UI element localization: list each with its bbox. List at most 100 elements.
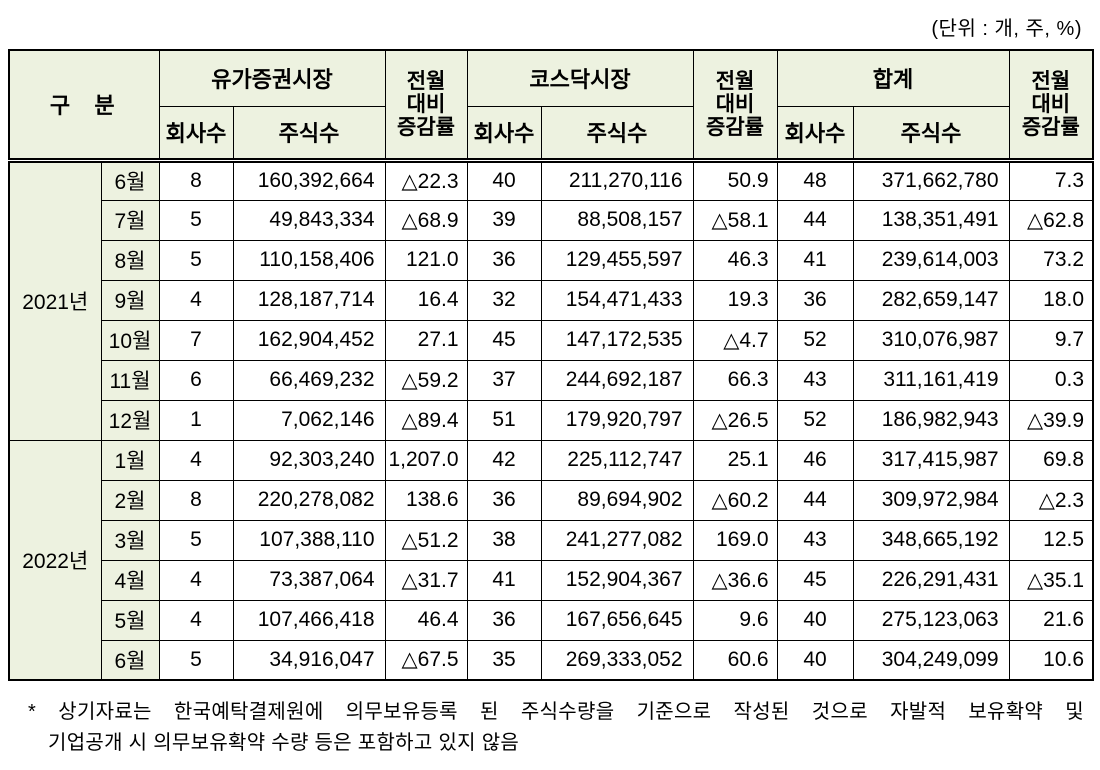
company-count-cell: 35 [466, 639, 542, 681]
share-count-cell: 167,656,645 [540, 599, 694, 641]
share-count-cell: 304,249,099 [852, 639, 1010, 681]
company-count-cell: 36 [776, 279, 854, 321]
mom-rate-cell: 121.0 [384, 239, 468, 281]
header-kospi-market: 유가증권시장 [158, 49, 386, 107]
mom-rate-cell: 10.6 [1008, 639, 1094, 681]
mom-rate-cell: △35.1 [1008, 559, 1094, 601]
month-cell: 11월 [100, 359, 160, 401]
header-company-count-total: 회사수 [776, 105, 854, 163]
share-count-cell: 317,415,987 [852, 439, 1010, 481]
month-cell: 3월 [100, 519, 160, 561]
company-count-cell: 45 [776, 559, 854, 601]
header-mom-rate-kosdaq: 전월 대비 증감률 [692, 49, 778, 163]
mom-rate-cell: 73.2 [1008, 239, 1094, 281]
company-count-cell: 48 [776, 159, 854, 201]
table-row: 3월 5 107,388,110 △51.2 38 241,277,082 169.0 43 3… [9, 519, 1094, 561]
share-count-cell: 179,920,797 [540, 399, 694, 441]
share-count-cell: 269,333,052 [540, 639, 694, 681]
month-cell: 6월 [100, 159, 160, 201]
mom-rate-cell: 18.0 [1008, 279, 1094, 321]
header-company-count-kosdaq: 회사수 [466, 105, 542, 163]
share-count-cell: 107,388,110 [232, 519, 386, 561]
header-mom-rate-total: 전월 대비 증감률 [1008, 49, 1094, 163]
table-row: 7월 5 49,843,334 △68.9 39 88,508,157 △58.1 44 138… [9, 199, 1094, 241]
mom-rate-cell: △89.4 [384, 399, 468, 441]
mom-rate-cell: 1,207.0 [384, 439, 468, 481]
table-header: 구 분 유가증권시장 전월 대비 증감률 코스닥시장 전월 대비 증감률 합계 … [8, 49, 1094, 163]
company-count-cell: 4 [158, 559, 234, 601]
company-count-cell: 5 [158, 639, 234, 681]
table-row: 8월 5 110,158,406 121.0 36 129,455,597 46.3 41 23… [9, 239, 1094, 281]
mom-rate-cell: 9.6 [692, 599, 778, 641]
table-row: 4월 4 73,387,064 △31.7 41 152,904,367 △36.6 45 22… [9, 559, 1094, 601]
header-company-count-kospi: 회사수 [158, 105, 234, 163]
table-row: 2월 8 220,278,082 138.6 36 89,694,902 △60.2 44 30… [9, 479, 1094, 521]
mom-rate-cell: △39.9 [1008, 399, 1094, 441]
mom-rate-cell: 69.8 [1008, 439, 1094, 481]
share-count-cell: 73,387,064 [232, 559, 386, 601]
share-count-cell: 89,694,902 [540, 479, 694, 521]
share-count-cell: 282,659,147 [852, 279, 1010, 321]
month-cell: 8월 [100, 239, 160, 281]
share-count-cell: 110,158,406 [232, 239, 386, 281]
company-count-cell: 45 [466, 319, 542, 361]
company-count-cell: 4 [158, 599, 234, 641]
mom-rate-cell: △22.3 [384, 159, 468, 201]
month-cell: 6월 [100, 639, 160, 681]
share-count-cell: 92,303,240 [232, 439, 386, 481]
footnote-line-2: 기업공개 시 의무보유확약 수량 등은 포함하고 있지 않음 [48, 732, 520, 754]
company-count-cell: 46 [776, 439, 854, 481]
share-count-cell: 241,277,082 [540, 519, 694, 561]
company-count-cell: 38 [466, 519, 542, 561]
company-count-cell: 5 [158, 199, 234, 241]
header-kosdaq-market: 코스닥시장 [466, 49, 694, 107]
month-cell: 5월 [100, 599, 160, 641]
header-gubun: 구 분 [8, 49, 160, 163]
year-cell: 2021년 [8, 159, 102, 441]
mom-rate-cell: △31.7 [384, 559, 468, 601]
company-count-cell: 1 [158, 399, 234, 441]
share-count-cell: 49,843,334 [232, 199, 386, 241]
company-count-cell: 39 [466, 199, 542, 241]
share-count-cell: 244,692,187 [540, 359, 694, 401]
table-body: 2021년 6월 8 160,392,664 △22.3 40 211,270,116 50.… [8, 159, 1094, 681]
mom-rate-cell: 21.6 [1008, 599, 1094, 641]
share-count-cell: 129,455,597 [540, 239, 694, 281]
month-cell: 12월 [100, 399, 160, 441]
mom-rate-cell: 25.1 [692, 439, 778, 481]
mom-rate-cell: △62.8 [1008, 199, 1094, 241]
mom-rate-cell: 27.1 [384, 319, 468, 361]
month-cell: 1월 [100, 439, 160, 481]
mom-rate-cell: △68.9 [384, 199, 468, 241]
table-row: 2021년 6월 8 160,392,664 △22.3 40 211,270,116 50.… [8, 159, 1094, 441]
footnote-line-1: * 상기자료는 한국예탁결제원에 의무보유등록 된 주식수량을 기준으로 작성된… [28, 701, 1084, 723]
share-count-cell: 186,982,943 [852, 399, 1010, 441]
mom-rate-cell: △59.2 [384, 359, 468, 401]
mom-rate-cell: △51.2 [384, 519, 468, 561]
share-count-cell: 371,662,780 [852, 159, 1010, 201]
mom-rate-cell: 12.5 [1008, 519, 1094, 561]
unit-note: (단위 : 개, 주, %) [931, 18, 1082, 40]
company-count-cell: 51 [466, 399, 542, 441]
mom-rate-cell: △60.2 [692, 479, 778, 521]
company-count-cell: 44 [776, 199, 854, 241]
company-count-cell: 4 [158, 279, 234, 321]
company-count-cell: 43 [776, 519, 854, 561]
company-count-cell: 5 [158, 239, 234, 281]
share-count-cell: 348,665,192 [852, 519, 1010, 561]
share-count-cell: 225,112,747 [540, 439, 694, 481]
mom-rate-cell: △2.3 [1008, 479, 1094, 521]
company-count-cell: 52 [776, 319, 854, 361]
share-count-cell: 239,614,003 [852, 239, 1010, 281]
share-count-cell: 220,278,082 [232, 479, 386, 521]
company-count-cell: 6 [158, 359, 234, 401]
mom-rate-cell: 50.9 [692, 159, 778, 201]
company-count-cell: 36 [466, 599, 542, 641]
share-count-cell: 275,123,063 [852, 599, 1010, 641]
company-count-cell: 44 [776, 479, 854, 521]
header-total: 합계 [776, 49, 1010, 107]
mom-rate-cell: △4.7 [692, 319, 778, 361]
mom-rate-cell: 0.3 [1008, 359, 1094, 401]
share-count-cell: 128,187,714 [232, 279, 386, 321]
